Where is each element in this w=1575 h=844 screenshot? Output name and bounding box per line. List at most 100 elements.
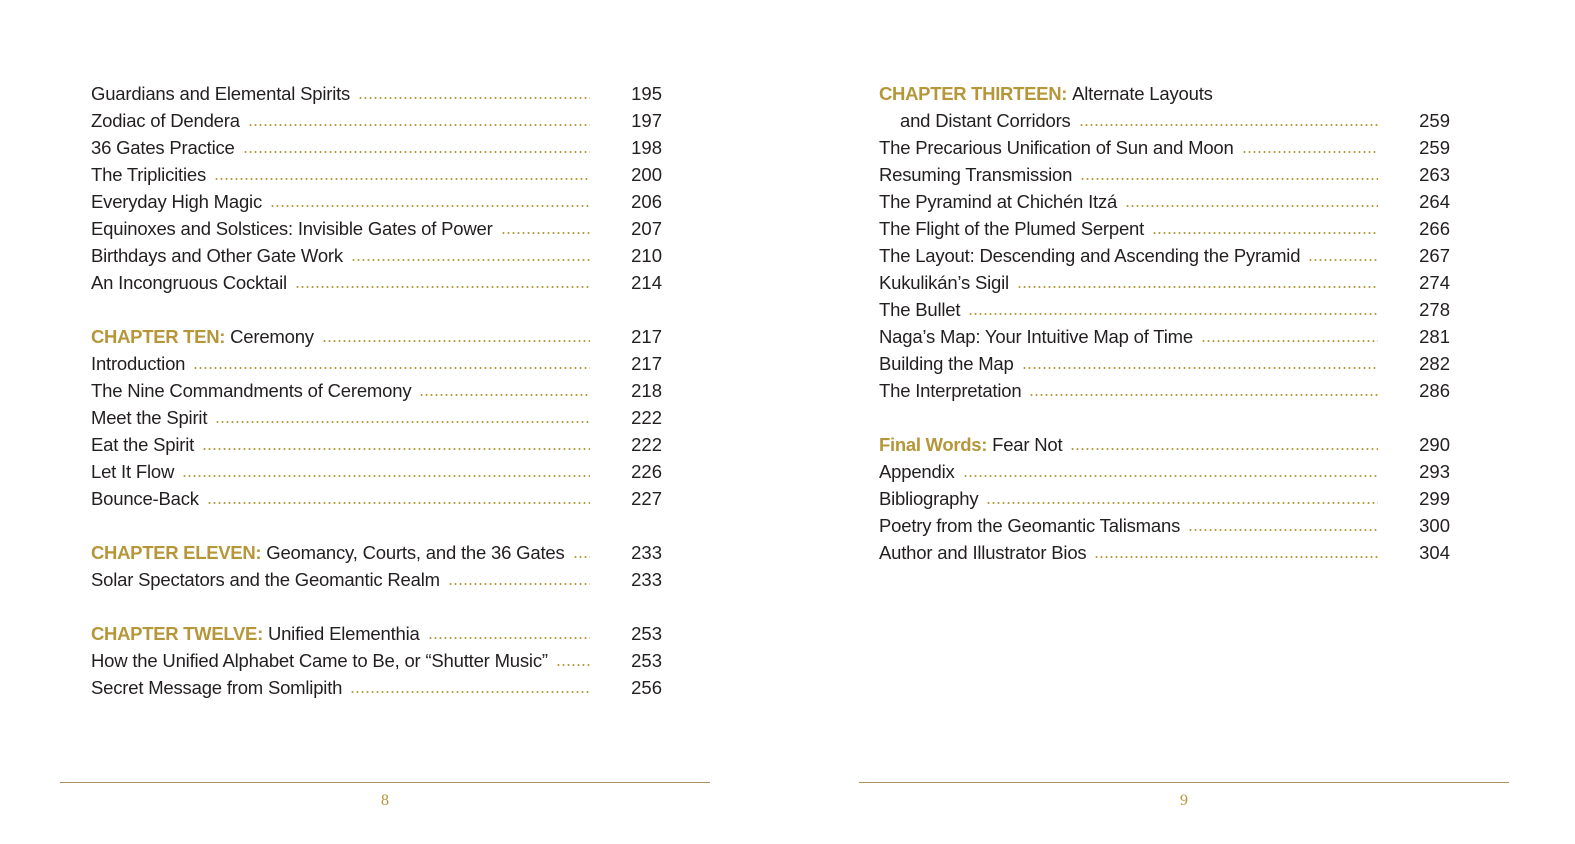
entry-page-number: 266 [1419, 217, 1450, 239]
entry-page-number: 286 [1419, 379, 1450, 401]
toc-entry[interactable]: Equinoxes and Solstices: Invisible Gates… [91, 215, 662, 242]
dot-leader [962, 474, 1378, 477]
toc-entry[interactable]: Meet the Spirit 222 [91, 404, 662, 431]
toc-entry[interactable]: Building the Map 282 [879, 350, 1450, 377]
toc-entry[interactable]: The Interpretation 286 [879, 377, 1450, 404]
entry-title: How the Unified Alphabet Came to Be, or … [91, 649, 548, 671]
toc-entry[interactable]: Author and Illustrator Bios 304 [879, 539, 1450, 566]
dot-leader [350, 258, 590, 261]
toc-entry[interactable]: Zodiac of Dendera 197 [91, 107, 662, 134]
entry-title-wrap: 36 Gates Practice [91, 137, 241, 159]
entry-page-number: 222 [631, 406, 662, 428]
entry-title: Zodiac of Dendera [91, 109, 240, 131]
entry-page-number: 198 [631, 136, 662, 158]
toc-chapter-entry[interactable]: CHAPTER ELEVEN: Geomancy, Courts, and the… [91, 539, 662, 566]
entry-page-number: 218 [631, 379, 662, 401]
entry-page-number: 253 [631, 649, 662, 671]
toc-entry[interactable]: Resuming Transmission 263 [879, 161, 1450, 188]
toc-entry[interactable]: The Bullet 278 [879, 296, 1450, 323]
entry-title: Poetry from the Geomantic Talismans [879, 514, 1181, 536]
chapter-label: CHAPTER TEN: [91, 325, 226, 347]
toc-entry[interactable]: Everyday High Magic 206 [91, 188, 662, 215]
entry-title-wrap: CHAPTER THIRTEEN: Alternate Layouts [879, 83, 1219, 105]
entry-page-number: 207 [631, 217, 662, 239]
dot-leader [214, 177, 590, 180]
chapter-label: Final Words: [879, 433, 988, 455]
entry-page-number: 233 [631, 541, 662, 563]
entry-title-wrap: How the Unified Alphabet Came to Be, or … [91, 650, 554, 672]
toc-entry[interactable]: Poetry from the Geomantic Talismans 300 [879, 512, 1450, 539]
entry-title-wrap: Final Words: Fear Not [879, 434, 1068, 456]
toc-entry[interactable]: Naga’s Map: Your Intuitive Map of Time 28… [879, 323, 1450, 350]
entry-page-number: 197 [631, 109, 662, 131]
dot-leader [1152, 231, 1378, 234]
entry-title-wrap: Building the Map [879, 353, 1020, 375]
toc-entry[interactable]: The Flight of the Plumed Serpent 266 [879, 215, 1450, 242]
entry-title: Building the Map [879, 352, 1014, 374]
entry-page-number: 259 [1419, 109, 1450, 131]
toc-entry[interactable]: Introduction 217 [91, 350, 662, 377]
toc-chapter-entry[interactable]: CHAPTER THIRTEEN: Alternate Layouts [879, 80, 1450, 107]
footer-rule [60, 782, 710, 783]
dot-leader [1125, 204, 1378, 207]
toc-chapter-entry[interactable]: Final Words: Fear Not 290 [879, 431, 1450, 458]
entry-title-wrap: Naga’s Map: Your Intuitive Map of Time [879, 326, 1199, 348]
toc-entry[interactable]: The Triplicities 200 [91, 161, 662, 188]
toc-entry[interactable]: The Nine Commandments of Ceremony 218 [91, 377, 662, 404]
entry-title-wrap: Everyday High Magic [91, 191, 268, 213]
entry-title-wrap: Eat the Spirit [91, 434, 200, 456]
toc-entry[interactable]: Bibliography 299 [879, 485, 1450, 512]
toc-entry[interactable]: Kukulikán’s Sigil 274 [879, 269, 1450, 296]
dot-leader [1188, 528, 1378, 531]
toc-entry[interactable]: Guardians and Elemental Spirits 195 [91, 80, 662, 107]
toc-entry[interactable]: Solar Spectators and the Geomantic Realm… [91, 566, 662, 593]
dot-leader [1021, 366, 1378, 369]
toc-entry[interactable]: How the Unified Alphabet Came to Be, or … [91, 647, 662, 674]
entry-title-wrap: The Precarious Unification of Sun and Mo… [879, 137, 1240, 159]
entry-title-wrap: Bibliography [879, 488, 984, 510]
toc-entry[interactable]: Let It Flow 226 [91, 458, 662, 485]
entry-page-number: 290 [1419, 433, 1450, 455]
dot-leader [193, 366, 590, 369]
entry-title: An Incongruous Cocktail [91, 271, 287, 293]
entry-page-number: 264 [1419, 190, 1450, 212]
entry-title-wrap: Zodiac of Dendera [91, 110, 246, 132]
entry-page-number: 256 [631, 676, 662, 698]
entry-page-number: 300 [1419, 514, 1450, 536]
dot-leader [1070, 447, 1378, 450]
toc-chapter-entry[interactable]: CHAPTER TEN: Ceremony 217 [91, 323, 662, 350]
dot-leader [1080, 177, 1378, 180]
page-number: 9 [1180, 792, 1188, 809]
toc-entry[interactable]: The Pyramind at Chichén Itzá 264 [879, 188, 1450, 215]
entry-title: Naga’s Map: Your Intuitive Map of Time [879, 325, 1193, 347]
toc-entry[interactable]: Bounce-Back 227 [91, 485, 662, 512]
toc-entry[interactable]: The Precarious Unification of Sun and Mo… [879, 134, 1450, 161]
entry-title-wrap: Let It Flow [91, 461, 180, 483]
entry-title: Let It Flow [91, 460, 175, 482]
toc-entry[interactable]: Birthdays and Other Gate Work 210 [91, 242, 662, 269]
toc-entry[interactable]: Appendix 293 [879, 458, 1450, 485]
entry-title: Resuming Transmission [879, 163, 1073, 185]
entry-page-number: 304 [1419, 541, 1450, 563]
toc-list: Guardians and Elemental Spirits 195 Zodiac… [91, 80, 662, 701]
toc-entry[interactable]: and Distant Corridors 259 [879, 107, 1450, 134]
toc-entry[interactable]: 36 Gates Practice 198 [91, 134, 662, 161]
entry-title-wrap: Bounce-Back [91, 488, 205, 510]
entry-title: Appendix [879, 460, 955, 482]
entry-title-wrap: Secret Message from Somlipith [91, 677, 348, 699]
entry-title: Alternate Layouts [1072, 82, 1213, 104]
entry-page-number: 217 [631, 325, 662, 347]
toc-entry[interactable]: The Layout: Descending and Ascending the… [879, 242, 1450, 269]
entry-title-wrap: CHAPTER TEN: Ceremony [91, 326, 320, 348]
section-gap [91, 593, 662, 620]
toc-list: CHAPTER THIRTEEN: Alternate Layouts and Di… [879, 80, 1450, 566]
dot-leader [350, 690, 590, 693]
entry-title-wrap: Author and Illustrator Bios [879, 542, 1092, 564]
entry-title: Geomancy, Courts, and the 36 Gates [266, 541, 565, 563]
entry-page-number: 278 [1419, 298, 1450, 320]
toc-entry[interactable]: Secret Message from Somlipith 256 [91, 674, 662, 701]
toc-entry[interactable]: An Incongruous Cocktail 214 [91, 269, 662, 296]
toc-chapter-entry[interactable]: CHAPTER TWELVE: Unified Elementhia 253 [91, 620, 662, 647]
toc-entry[interactable]: Eat the Spirit 222 [91, 431, 662, 458]
dot-leader [500, 231, 590, 234]
